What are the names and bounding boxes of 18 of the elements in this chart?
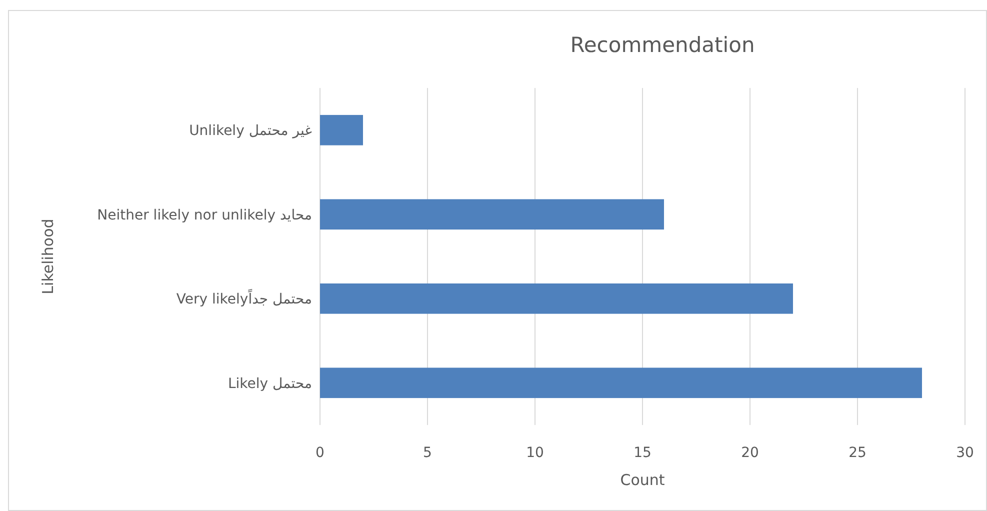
x-tick-label: 25 (848, 445, 866, 461)
x-tick-label: 30 (956, 445, 974, 461)
x-tick-label: 0 (316, 445, 324, 461)
y-tick-label: Likely محتمل (228, 376, 312, 392)
bar (320, 114, 363, 146)
x-tick-label: 5 (423, 445, 432, 461)
x-tick-label: 15 (634, 445, 652, 461)
y-axis-title: Likelihood (39, 218, 57, 294)
bar (320, 199, 664, 230)
x-tick-label: 10 (526, 445, 544, 461)
bar (320, 283, 793, 314)
chart-title: Recommendation (570, 33, 755, 57)
x-axis-title: Count (620, 471, 665, 489)
y-tick-label: Very likelyمحتمل جداً (176, 288, 312, 308)
x-tick-label: 20 (741, 445, 759, 461)
y-tick-label: Unlikely غير محتمل (189, 123, 312, 140)
y-tick-label: Neither likely nor unlikely محايد (97, 207, 312, 224)
bar (320, 368, 922, 398)
